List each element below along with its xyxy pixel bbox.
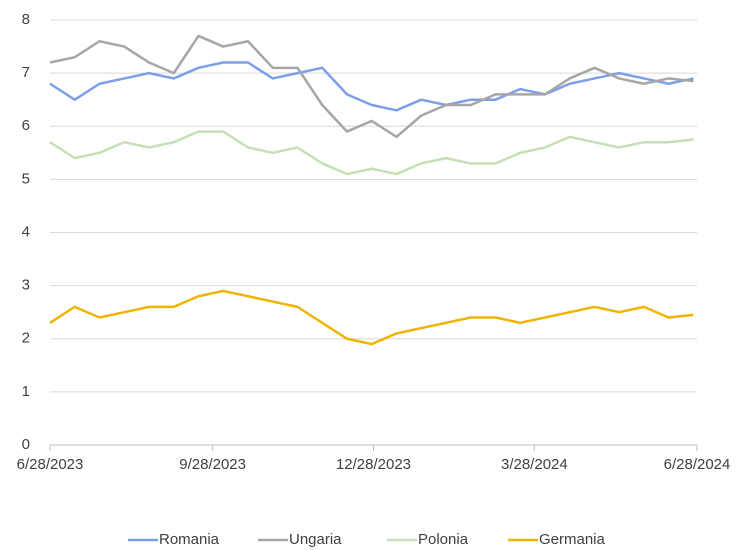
y-tick-label: 0 <box>22 436 30 453</box>
x-tick-label: 9/28/2023 <box>179 456 246 473</box>
x-tick-label: 3/28/2024 <box>501 456 568 473</box>
line <box>49 34 694 139</box>
legend-label: Polonia <box>418 531 469 548</box>
y-tick-label: 4 <box>22 223 30 240</box>
x-tick-label: 6/28/2023 <box>17 456 84 473</box>
y-tick-label: 2 <box>22 330 30 347</box>
y-tick-label: 5 <box>22 170 30 187</box>
y-tick-label: 6 <box>22 117 30 134</box>
y-tick-label: 3 <box>22 277 30 294</box>
legend-label: Ungaria <box>289 531 342 548</box>
x-tick-label: 6/28/2024 <box>664 456 731 473</box>
y-tick-label: 1 <box>22 383 30 400</box>
y-tick-label: 8 <box>22 11 30 28</box>
x-tick-label: 12/28/2023 <box>336 456 411 473</box>
line <box>49 130 694 176</box>
line <box>49 61 694 112</box>
legend-label: Germania <box>539 531 606 548</box>
legend-label: Romania <box>159 531 220 548</box>
y-tick-label: 7 <box>22 64 30 81</box>
line <box>49 289 694 346</box>
